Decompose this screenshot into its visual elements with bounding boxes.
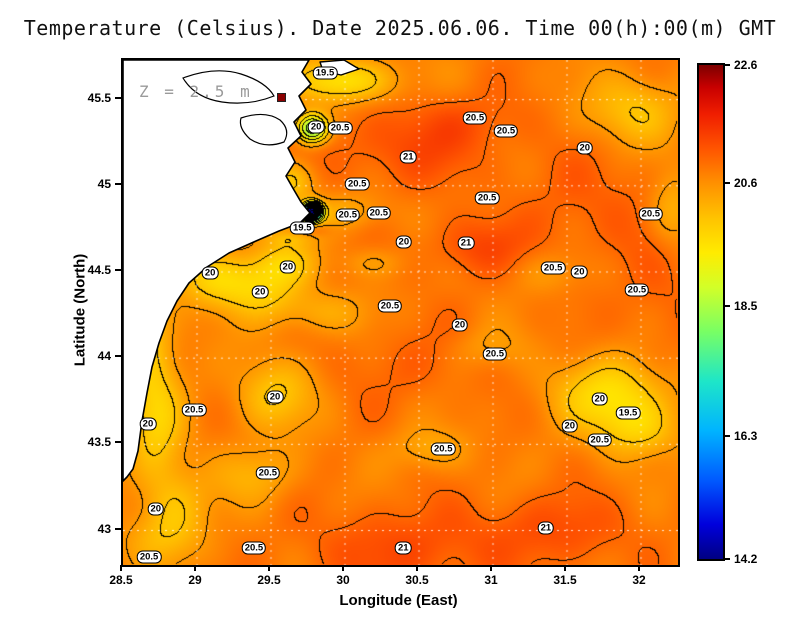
contour-label: 20.5 (540, 261, 566, 275)
x-tick-mark (564, 565, 566, 571)
contour-label: 20 (561, 419, 579, 433)
contour-label: 20.5 (327, 121, 353, 135)
y-tick-label: 44.5 (87, 262, 111, 277)
colorbar-tick-label: 16.3 (734, 428, 758, 443)
contour-label: 20.5 (377, 299, 403, 313)
contour-label: 20 (307, 120, 325, 134)
colorbar-tick-label: 22.6 (734, 58, 758, 72)
x-tick-label: 30 (336, 573, 350, 587)
contour-label: 21 (537, 521, 555, 535)
y-tick-mark (115, 182, 121, 185)
colorbar-tick-mark (725, 558, 730, 560)
colorbar-tick-label: 14.2 (734, 552, 758, 566)
y-tick-label: 43 (97, 521, 111, 536)
contour-label: 20 (201, 266, 219, 280)
contour-label: 20.5 (344, 177, 370, 191)
contour-label: 20.5 (474, 191, 500, 205)
x-tick-label: 32 (632, 573, 646, 587)
contour-label: 20 (266, 390, 284, 404)
y-tick-label: 43.5 (87, 435, 111, 450)
x-tick-label: 28.5 (109, 573, 133, 587)
x-tick-mark (490, 565, 492, 571)
contour-label: 20.5 (462, 111, 488, 125)
contour-label: 20.5 (136, 550, 162, 564)
colorbar-tick-mark (725, 181, 730, 184)
contour-label: 20 (591, 392, 609, 406)
contour-label: 20.5 (181, 403, 207, 417)
plot-area: Z = 2.5 m 19.5 20 20.5 20.5 20.5 20 21 20.5 20.5… (121, 58, 680, 567)
x-tick-label: 30.5 (405, 573, 429, 587)
contour-label: 20 (451, 318, 469, 332)
contour-label: 20.5 (430, 442, 456, 456)
x-axis-label: Longitude (East) (339, 592, 458, 609)
contour-label: 20 (147, 502, 165, 516)
y-axis-ticks: 43 43.5 44 44.5 45 45.5 (58, 58, 121, 563)
contour-label: 20.5 (335, 208, 361, 222)
contour-label: 20 (279, 260, 297, 274)
x-tick-label: 29.5 (257, 573, 281, 587)
colorbar-gradient (699, 65, 723, 559)
colorbar-tick-mark (725, 64, 730, 66)
contour-label: 20.5 (624, 283, 650, 297)
x-tick-mark (638, 565, 640, 571)
colorbar-tick-mark (725, 434, 730, 437)
colorbar (697, 63, 725, 561)
x-tick-mark (268, 565, 270, 571)
x-tick-label: 29 (188, 573, 202, 587)
contour-label: 20.5 (366, 206, 392, 220)
contour-label: 21 (394, 541, 412, 555)
contour-label: 20 (570, 265, 588, 279)
lagoon-outline-2 (239, 113, 288, 146)
contour-label: 19.5 (615, 406, 641, 420)
x-tick-mark (120, 565, 122, 571)
y-tick-label: 45 (97, 176, 111, 191)
contour-label: 20.5 (493, 124, 519, 138)
x-tick-mark (342, 565, 344, 571)
y-tick-mark (115, 441, 121, 444)
y-tick-label: 44 (97, 349, 111, 364)
contour-label: 19.5 (290, 221, 315, 235)
colorbar-tick-label: 20.6 (734, 175, 758, 190)
contour-label: 20 (576, 141, 594, 155)
y-tick-mark (115, 527, 121, 530)
station-marker (277, 93, 286, 102)
x-tick-label: 31.5 (553, 573, 577, 587)
x-axis-ticks: 28.5 29 29.5 30 30.5 31 31.5 32 (109, 565, 676, 595)
plot-title: Temperature (Celsius). Date 2025.06.06. … (23, 16, 777, 40)
contour-label: 20 (251, 285, 269, 299)
x-tick-mark (194, 565, 196, 571)
contour-label: 20 (395, 235, 413, 249)
colorbar-tick-label: 18.5 (734, 299, 758, 314)
contour-label: 20.5 (638, 207, 664, 221)
contour-label: 20.5 (255, 466, 281, 480)
x-tick-mark (416, 565, 418, 571)
contour-label: 20.5 (482, 347, 508, 361)
contour-label: 20 (139, 417, 157, 431)
y-tick-mark (115, 96, 121, 99)
contour-labels-layer: 19.5 20 20.5 20.5 20.5 20 21 20.5 20.5 20.5 20.5 20… (123, 60, 678, 565)
y-tick-mark (115, 268, 121, 271)
contour-label: 21 (399, 150, 417, 164)
lagoon-outline-1 (182, 70, 275, 104)
contour-label: 21 (457, 236, 475, 250)
colorbar-tick-mark (725, 305, 730, 308)
contour-label: 20.5 (587, 433, 612, 447)
x-tick-label: 31 (484, 573, 498, 587)
depth-annotation: Z = 2.5 m (139, 82, 253, 101)
y-tick-mark (115, 355, 121, 358)
contour-label: 19.5 (312, 66, 338, 80)
contour-label: 20.5 (241, 541, 267, 555)
y-tick-label: 45.5 (87, 90, 111, 105)
colorbar-tick-labels: 22.6 20.6 18.5 16.3 14.2 (725, 58, 785, 566)
